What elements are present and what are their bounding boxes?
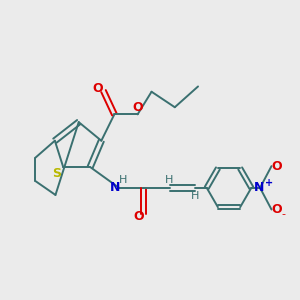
Text: N: N <box>254 181 265 194</box>
Text: -: - <box>281 209 285 219</box>
Text: S: S <box>52 167 61 180</box>
Text: H: H <box>191 190 200 201</box>
Text: +: + <box>265 178 273 188</box>
Text: O: O <box>272 203 282 216</box>
Text: O: O <box>132 101 143 114</box>
Text: H: H <box>165 175 173 185</box>
Text: O: O <box>93 82 103 95</box>
Text: O: O <box>133 209 143 223</box>
Text: N: N <box>110 181 121 194</box>
Text: H: H <box>119 175 128 185</box>
Text: O: O <box>272 160 282 172</box>
